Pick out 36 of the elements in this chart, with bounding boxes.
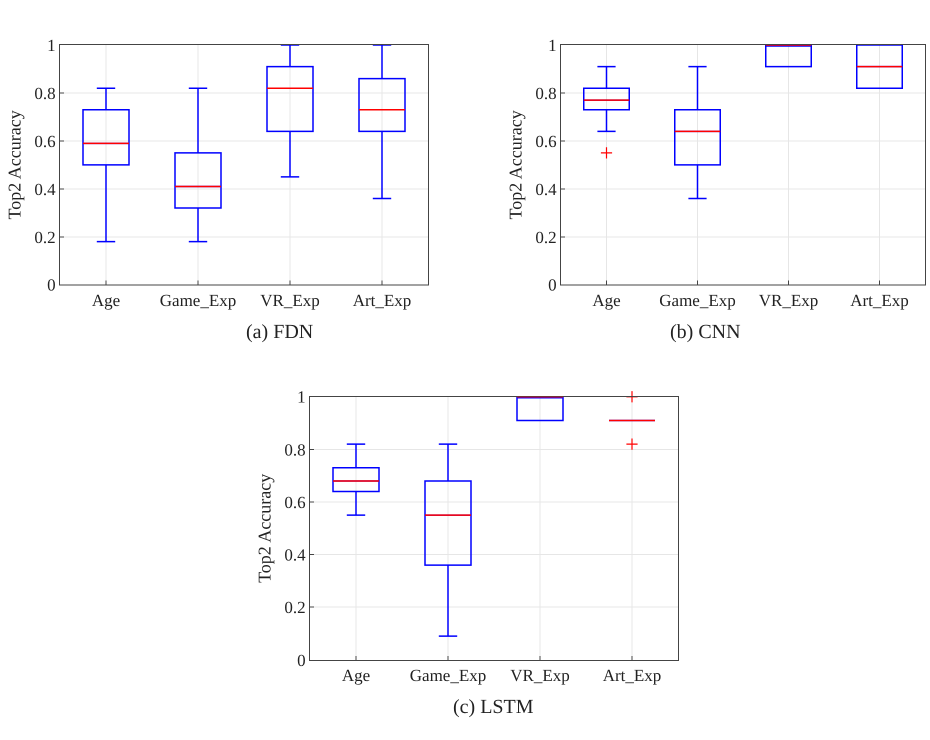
y-tick-label: 0.6 [34, 132, 56, 151]
y-tick-label: 0.2 [535, 228, 557, 247]
y-tick-label: 1 [548, 36, 557, 55]
y-axis-title: Top2 Accuracy [4, 110, 25, 220]
y-axis-title: Top2 Accuracy [254, 474, 275, 583]
y-tick-label: 0.8 [34, 84, 56, 103]
y-tick-label: 1 [47, 36, 56, 55]
x-tick-label: Art_Exp [850, 291, 909, 310]
x-tick-label: Art_Exp [352, 291, 412, 310]
x-tick-label: Game_Exp [659, 291, 736, 310]
y-tick-label: 0.6 [535, 132, 557, 151]
y-tick-label: 0.4 [284, 546, 306, 565]
y-tick-label: 1 [297, 388, 306, 407]
text: (c) LSTM [453, 696, 534, 718]
y-tick-label: 0.4 [34, 180, 56, 199]
x-tick-label: Art_Exp [602, 666, 662, 686]
y-tick-label: 0.8 [535, 84, 557, 103]
y-tick-label: 0.6 [284, 492, 306, 512]
y-tick-label: 0.2 [34, 228, 56, 247]
x-tick-label: Age [342, 666, 370, 686]
x-tick-label: VR_Exp [260, 291, 320, 310]
text: (a) FDN [246, 321, 314, 343]
y-tick-label: 0 [47, 276, 56, 295]
x-tick-label: Game_Exp [410, 666, 486, 686]
x-tick-label: Age [592, 291, 621, 310]
x-tick-label: VR_Exp [758, 291, 818, 310]
y-tick-label: 0.2 [284, 598, 306, 618]
y-tick-label: 0.4 [535, 180, 558, 199]
x-tick-label: Age [92, 291, 120, 310]
y-tick-label: 0 [548, 276, 557, 295]
text: (b) CNN [670, 321, 741, 343]
y-tick-label: 0.8 [284, 440, 306, 460]
y-axis-title: Top2 Accuracy [506, 110, 526, 220]
y-tick-label: 0 [297, 650, 306, 670]
x-tick-label: Game_Exp [160, 291, 236, 310]
x-tick-label: VR_Exp [510, 666, 570, 686]
